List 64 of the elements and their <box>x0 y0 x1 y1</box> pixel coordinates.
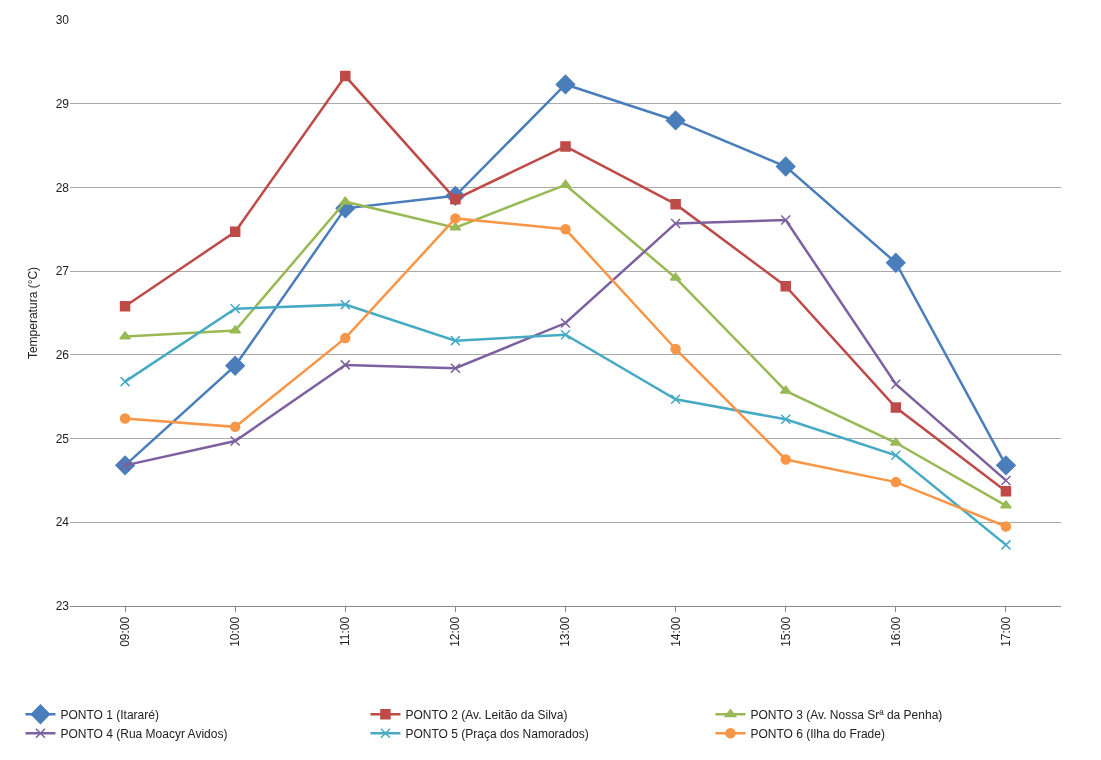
point <box>560 317 571 329</box>
x-tick-label: 12:00 <box>448 616 463 647</box>
point <box>670 343 681 355</box>
point <box>229 421 241 433</box>
point <box>560 224 571 235</box>
point <box>1000 521 1012 532</box>
legend-label: PONTO 2 (Av. Leitão da Silva) <box>405 707 568 722</box>
point <box>1000 486 1012 497</box>
point <box>225 355 246 376</box>
point <box>560 329 571 341</box>
point <box>119 413 131 424</box>
x-tick-label: 11:00 <box>338 616 353 646</box>
x-tick-label: 14:00 <box>668 616 683 647</box>
point <box>996 455 1016 476</box>
point <box>890 476 902 488</box>
point <box>890 378 902 390</box>
legend-label: PONTO 6 (Ilha do Frade) <box>750 726 885 741</box>
point <box>885 252 906 273</box>
y-tick-label: 27 <box>55 264 70 279</box>
point <box>450 335 461 346</box>
x-tick-label: 16:00 <box>888 616 903 647</box>
point <box>670 198 681 210</box>
point <box>1000 539 1012 551</box>
y-tick-label: 25 <box>55 431 70 446</box>
point <box>340 332 351 344</box>
point <box>890 402 902 413</box>
point <box>560 141 571 152</box>
y-axis-title: Temperatura (°C) <box>25 266 40 360</box>
point <box>229 226 241 238</box>
point <box>780 214 791 226</box>
point <box>229 303 241 315</box>
point <box>775 156 796 177</box>
point <box>229 435 241 447</box>
point <box>450 213 461 224</box>
point <box>670 218 681 229</box>
point <box>890 450 902 461</box>
point <box>665 110 686 131</box>
y-tick-label: 29 <box>55 96 70 111</box>
point <box>780 280 791 292</box>
point <box>119 301 131 312</box>
y-tick-label: 24 <box>55 515 70 530</box>
point <box>780 414 791 425</box>
point <box>1000 475 1012 486</box>
x-tick-label: 17:00 <box>998 616 1013 647</box>
point <box>450 363 461 374</box>
x-tick-label: 10:00 <box>228 616 243 647</box>
point <box>340 70 351 82</box>
point <box>555 74 576 95</box>
y-tick-label: 30 <box>55 13 70 28</box>
legend-label: PONTO 1 (Itararé) <box>60 707 159 722</box>
legend-label: PONTO 4 (Rua Moacyr Avidos) <box>60 726 228 741</box>
point <box>340 359 351 371</box>
point <box>340 299 351 310</box>
legend-label: PONTO 3 (Av. Nossa Srª da Penha) <box>750 707 943 722</box>
legend-label: PONTO 5 (Praça dos Namorados) <box>405 726 589 741</box>
y-tick-label: 23 <box>55 599 70 614</box>
point <box>780 454 791 465</box>
x-tick-label: 13:00 <box>558 616 573 647</box>
y-tick-label: 28 <box>55 180 70 195</box>
point <box>119 376 131 387</box>
x-tick-label: 15:00 <box>778 616 793 647</box>
point <box>670 393 681 405</box>
x-tick-label: 09:00 <box>117 616 132 647</box>
y-tick-label: 26 <box>55 348 70 363</box>
